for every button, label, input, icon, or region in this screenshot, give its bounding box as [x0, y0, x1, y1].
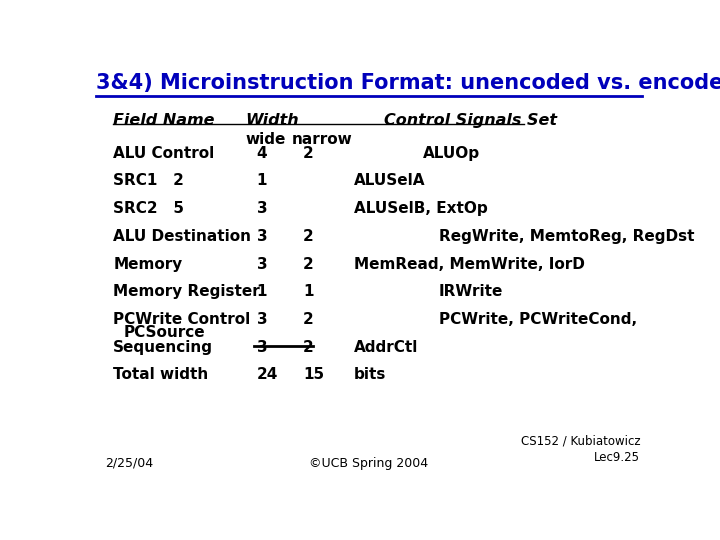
- Text: 3&4) Microinstruction Format: unencoded vs. encoded fields: 3&4) Microinstruction Format: unencoded …: [96, 72, 720, 92]
- Text: ALUSelA: ALUSelA: [354, 173, 425, 188]
- Text: 1: 1: [303, 284, 314, 299]
- Text: ALU Destination: ALU Destination: [113, 229, 251, 244]
- Text: wide: wide: [245, 132, 285, 147]
- Text: PCSource: PCSource: [124, 325, 206, 340]
- Text: 3: 3: [256, 256, 267, 272]
- Text: 3: 3: [256, 340, 267, 355]
- Text: 3: 3: [256, 229, 267, 244]
- Text: narrow: narrow: [292, 132, 352, 147]
- Text: PCWrite, PCWriteCond,: PCWrite, PCWriteCond,: [438, 312, 637, 327]
- Text: Total width: Total width: [113, 367, 209, 382]
- Text: 2: 2: [303, 256, 314, 272]
- Text: 1: 1: [256, 173, 267, 188]
- Text: ALUSelB, ExtOp: ALUSelB, ExtOp: [354, 201, 487, 216]
- Text: RegWrite, MemtoReg, RegDst: RegWrite, MemtoReg, RegDst: [438, 229, 694, 244]
- Text: Control Signals Set: Control Signals Set: [384, 112, 557, 127]
- Text: 3: 3: [256, 312, 267, 327]
- Text: 1: 1: [256, 284, 267, 299]
- Text: Memory Register: Memory Register: [113, 284, 260, 299]
- Text: 2/25/04: 2/25/04: [106, 457, 153, 470]
- Text: Field Name: Field Name: [113, 112, 215, 127]
- Text: SRC1   2: SRC1 2: [113, 173, 184, 188]
- Text: 4: 4: [256, 146, 267, 161]
- Text: 24: 24: [256, 367, 278, 382]
- Text: 15: 15: [303, 367, 324, 382]
- Text: bits: bits: [354, 367, 386, 382]
- Text: ALU Control: ALU Control: [113, 146, 215, 161]
- Text: 3: 3: [256, 201, 267, 216]
- Text: Width: Width: [245, 112, 299, 127]
- Text: ALUOp: ALUOp: [423, 146, 480, 161]
- Text: 2: 2: [303, 229, 314, 244]
- Text: CS152 / Kubiatowicz
Lec9.25: CS152 / Kubiatowicz Lec9.25: [521, 435, 640, 464]
- Text: IRWrite: IRWrite: [438, 284, 503, 299]
- Text: 2: 2: [303, 340, 314, 355]
- Text: Sequencing: Sequencing: [113, 340, 213, 355]
- Text: Memory: Memory: [113, 256, 182, 272]
- Text: AddrCtl: AddrCtl: [354, 340, 418, 355]
- Text: 2: 2: [303, 146, 314, 161]
- Text: MemRead, MemWrite, IorD: MemRead, MemWrite, IorD: [354, 256, 585, 272]
- Text: SRC2   5: SRC2 5: [113, 201, 184, 216]
- Text: 2: 2: [303, 312, 314, 327]
- Text: PCWrite Control: PCWrite Control: [113, 312, 251, 327]
- Text: ©UCB Spring 2004: ©UCB Spring 2004: [310, 457, 428, 470]
